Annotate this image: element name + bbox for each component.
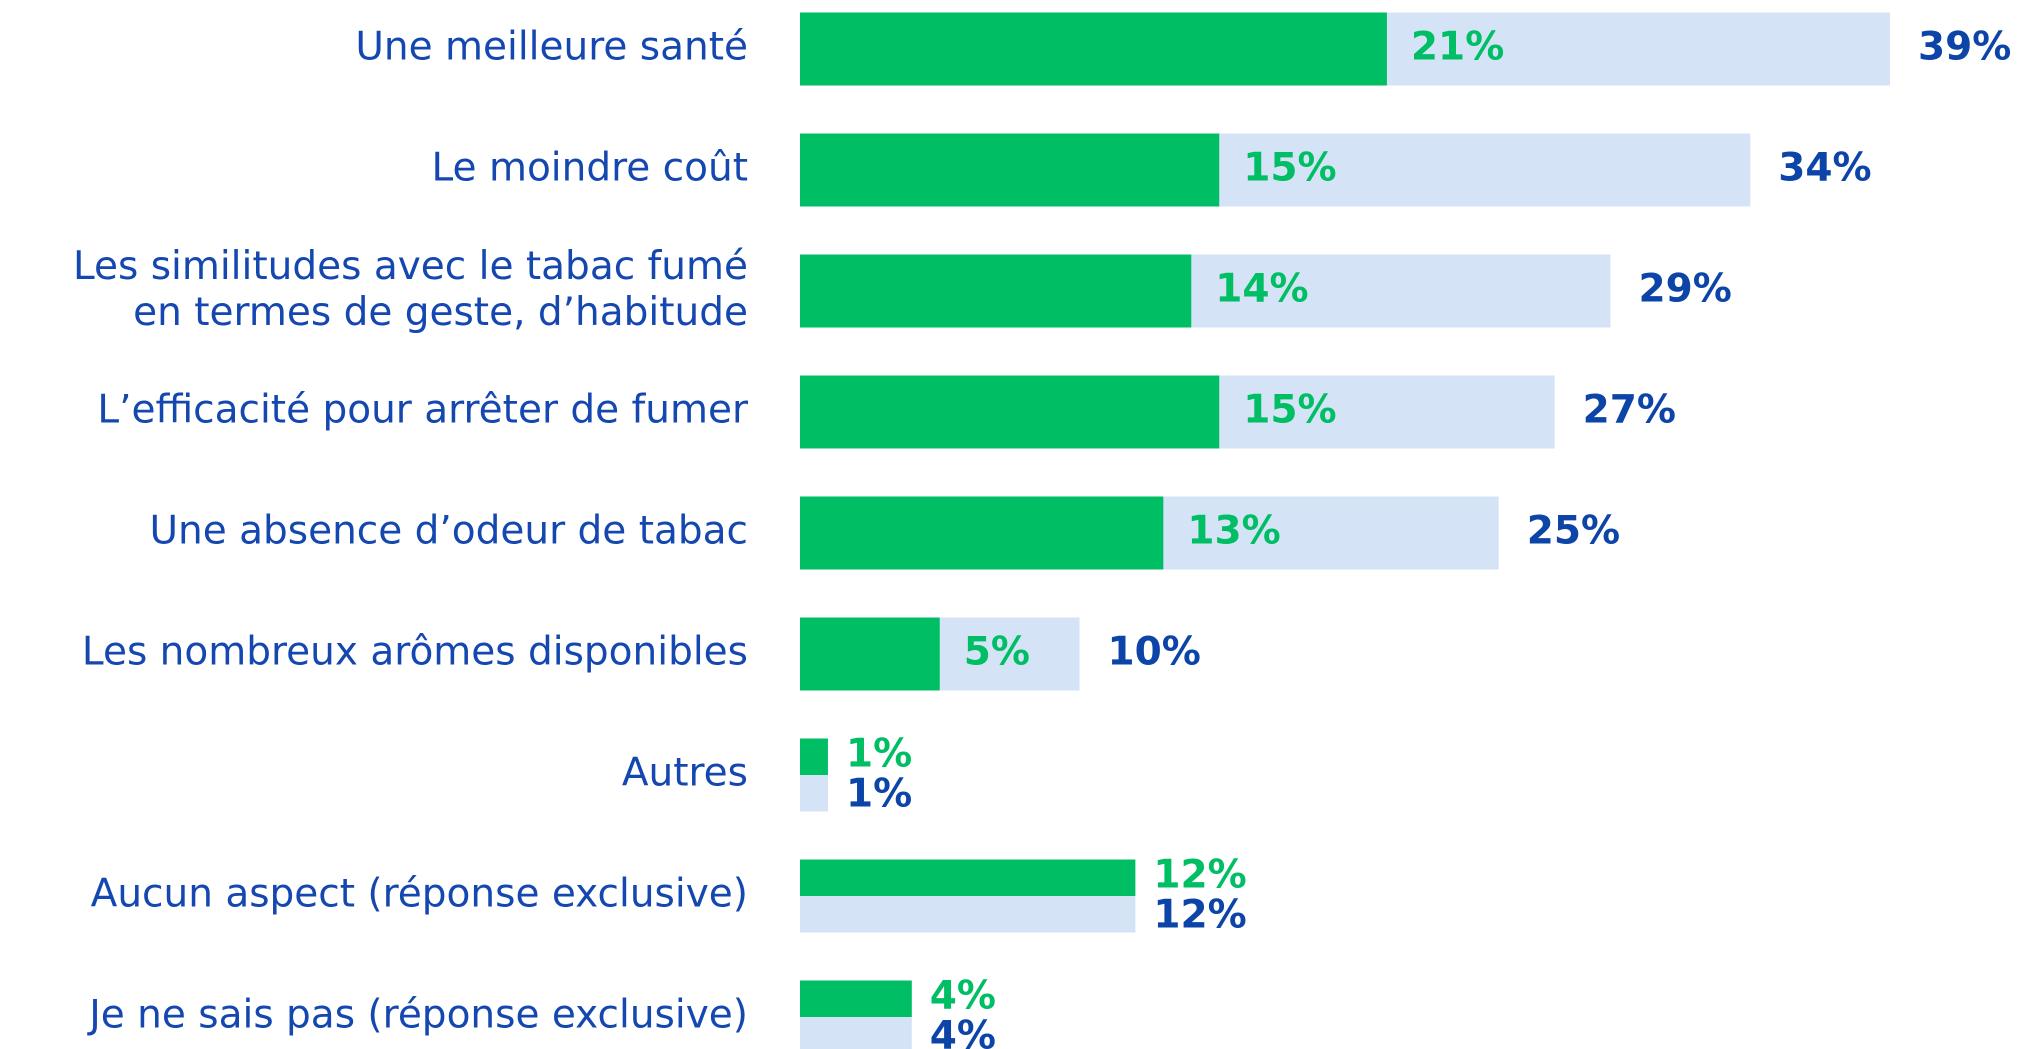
category-label: Les similitudes avec le tabac fumé en ter…: [73, 244, 748, 335]
value-label: 27%: [1583, 388, 1676, 433]
category-label: Une absence d’odeur de tabac: [149, 509, 748, 554]
bar: [800, 133, 1220, 207]
value-label: 12%: [1153, 853, 1246, 898]
category-label: Une meilleure santé: [355, 25, 748, 70]
bar: [800, 980, 912, 1017]
value-label: 13%: [1187, 509, 1280, 554]
bar: [800, 896, 1136, 933]
bar: [800, 775, 828, 812]
value-label: 4%: [930, 1014, 996, 1049]
category-label: Je ne sais pas (réponse exclusive): [86, 993, 748, 1038]
category-label: Aucun aspect (réponse exclusive): [91, 872, 748, 917]
value-label: 34%: [1778, 146, 1871, 191]
value-label: 1%: [846, 772, 912, 817]
value-label: 15%: [1243, 388, 1336, 433]
value-label: 14%: [1215, 267, 1308, 312]
bar: [800, 254, 1192, 328]
bar: [800, 375, 1220, 449]
category-label: Les nombreux arômes disponibles: [82, 630, 748, 675]
value-label: 21%: [1411, 25, 1504, 70]
value-label: 4%: [930, 974, 996, 1019]
value-label: 25%: [1527, 509, 1620, 554]
bar: [800, 859, 1136, 896]
value-label: 12%: [1153, 893, 1246, 938]
value-label: 15%: [1243, 146, 1336, 191]
bar: [800, 496, 1164, 570]
bar: [800, 738, 828, 775]
bar: [800, 617, 940, 691]
value-label: 1%: [846, 732, 912, 777]
bar: [800, 12, 1387, 86]
value-label: 10%: [1107, 630, 1200, 675]
bar: [800, 1017, 912, 1049]
value-label: 39%: [1918, 25, 2011, 70]
value-label: 29%: [1639, 267, 1732, 312]
category-label: Autres: [622, 751, 748, 796]
category-label: Le moindre coût: [432, 146, 748, 191]
category-label: L’efficacité pour arrêter de fumer: [97, 388, 749, 433]
value-label: 5%: [964, 630, 1030, 675]
